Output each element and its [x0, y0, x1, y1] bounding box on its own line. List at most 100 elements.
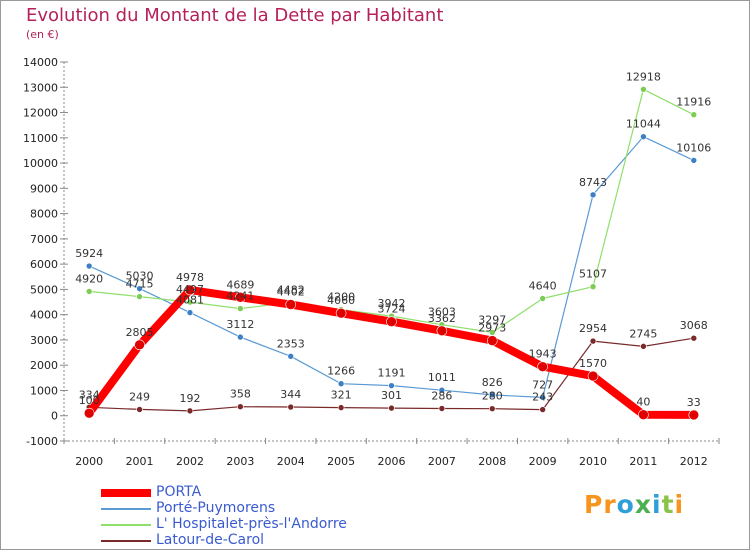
- data-point-l-hospitalet-pr-s-l-andorre: [640, 86, 647, 93]
- data-label: 301: [381, 389, 402, 402]
- data-label: 33: [687, 396, 701, 409]
- data-point-port-puymorens: [136, 285, 143, 292]
- data-label: 8743: [579, 176, 607, 189]
- data-label: 3112: [226, 318, 254, 331]
- data-label: 321: [331, 389, 352, 402]
- data-label: 10106: [676, 141, 711, 154]
- x-tick-label: 2007: [428, 455, 456, 468]
- data-label: 4081: [176, 294, 204, 307]
- data-label: 11916: [676, 96, 711, 109]
- data-label: 4402: [277, 286, 305, 299]
- logo-letter: x: [634, 490, 652, 519]
- data-label: 11044: [626, 118, 661, 131]
- data-point-l-hospitalet-pr-s-l-andorre: [539, 295, 546, 302]
- data-point-latour-de-carol: [136, 406, 143, 413]
- x-tick-label: 2001: [126, 455, 154, 468]
- data-point-porta: [285, 299, 297, 310]
- data-point-l-hospitalet-pr-s-l-andorre: [589, 283, 597, 290]
- data-point-porta: [134, 339, 145, 351]
- legend-swatch: [101, 489, 151, 497]
- data-point-l-hospitalet-pr-s-l-andorre: [136, 293, 143, 300]
- data-point-port-puymorens: [690, 157, 698, 164]
- data-label: 3603: [428, 306, 456, 319]
- logo-letter: o: [616, 490, 635, 519]
- y-tick-label: 12000: [23, 107, 58, 120]
- y-tick-label: 0: [51, 410, 58, 423]
- data-point-porta: [688, 409, 700, 421]
- data-label: 2954: [579, 322, 607, 335]
- data-point-porta: [335, 307, 347, 319]
- data-point-porta: [386, 316, 397, 327]
- x-tick-label: 2005: [327, 455, 355, 468]
- data-label: 100: [79, 394, 100, 407]
- data-point-l-hospitalet-pr-s-l-andorre: [690, 111, 698, 118]
- data-label: 4640: [529, 279, 557, 292]
- data-point-port-puymorens: [539, 394, 546, 401]
- x-tick-label: 2008: [478, 455, 506, 468]
- data-point-latour-de-carol: [186, 407, 194, 415]
- x-tick-label: 2012: [680, 455, 708, 468]
- data-label: 192: [179, 392, 200, 405]
- chart-title: Evolution du Montant de la Dette par Hab…: [26, 5, 444, 26]
- data-label: 4689: [226, 278, 254, 291]
- data-point-porta: [638, 409, 649, 421]
- y-tick-label: 9000: [30, 182, 58, 195]
- data-label: 1266: [327, 365, 355, 378]
- data-point-latour-de-carol: [488, 405, 496, 412]
- logo-letter: r: [603, 490, 617, 519]
- y-tick-label: 1000: [30, 384, 58, 397]
- data-label: 4920: [75, 272, 103, 285]
- y-tick-label: 10000: [23, 157, 58, 170]
- y-tick-label: 11000: [23, 132, 58, 145]
- x-tick-label: 2002: [176, 455, 204, 468]
- data-label: 5924: [75, 247, 103, 260]
- logo-letter: t: [661, 490, 675, 519]
- data-point-latour-de-carol: [237, 403, 244, 410]
- legend-label: Latour-de-Carol: [156, 532, 265, 548]
- data-point-port-puymorens: [287, 352, 295, 360]
- data-label: 1011: [428, 371, 456, 384]
- x-tick-label: 2000: [75, 455, 103, 468]
- legend-swatch: [101, 508, 151, 510]
- data-label: 1570: [579, 357, 607, 370]
- y-tick-label: 7000: [30, 233, 58, 246]
- data-label: 249: [129, 390, 150, 403]
- data-point-port-puymorens: [589, 191, 597, 199]
- legend-label: Porté-Puymorens: [156, 500, 276, 516]
- data-point-latour-de-carol: [539, 406, 546, 413]
- data-label: 3362: [428, 312, 456, 325]
- data-label: 4482: [277, 283, 305, 296]
- y-tick-label: -1000: [26, 435, 58, 448]
- data-point-port-puymorens: [488, 391, 496, 399]
- data-label: 3297: [478, 313, 506, 326]
- data-point-port-puymorens: [237, 333, 244, 341]
- x-tick-label: 2006: [378, 455, 406, 468]
- data-label: 2353: [277, 337, 305, 350]
- data-point-porta: [537, 361, 548, 372]
- data-point-porta: [83, 407, 95, 419]
- data-label: 4200: [327, 291, 355, 304]
- logo-letter: P: [584, 490, 604, 519]
- data-label: 5030: [126, 270, 154, 283]
- data-label: 4978: [176, 271, 204, 284]
- x-tick-label: 2004: [277, 455, 305, 468]
- x-tick-label: 2011: [629, 455, 657, 468]
- data-label: 358: [230, 388, 251, 401]
- data-label: 727: [532, 378, 553, 391]
- legend-swatch: [101, 540, 151, 542]
- data-point-l-hospitalet-pr-s-l-andorre: [85, 288, 93, 295]
- data-point-porta: [184, 284, 196, 296]
- data-point-port-puymorens: [640, 133, 647, 140]
- data-label: 5107: [579, 268, 607, 281]
- data-point-l-hospitalet-pr-s-l-andorre: [237, 305, 244, 312]
- logo-letter: i: [652, 490, 662, 519]
- x-tick-label: 2003: [226, 455, 254, 468]
- chart-unit-label: (en €): [26, 28, 59, 41]
- data-point-port-puymorens: [85, 262, 93, 270]
- legend-label: L' Hospitalet-près-l'Andorre: [156, 516, 347, 532]
- y-tick-label: 13000: [23, 81, 58, 94]
- data-label: 2805: [126, 326, 154, 339]
- data-label: 4060: [327, 294, 355, 307]
